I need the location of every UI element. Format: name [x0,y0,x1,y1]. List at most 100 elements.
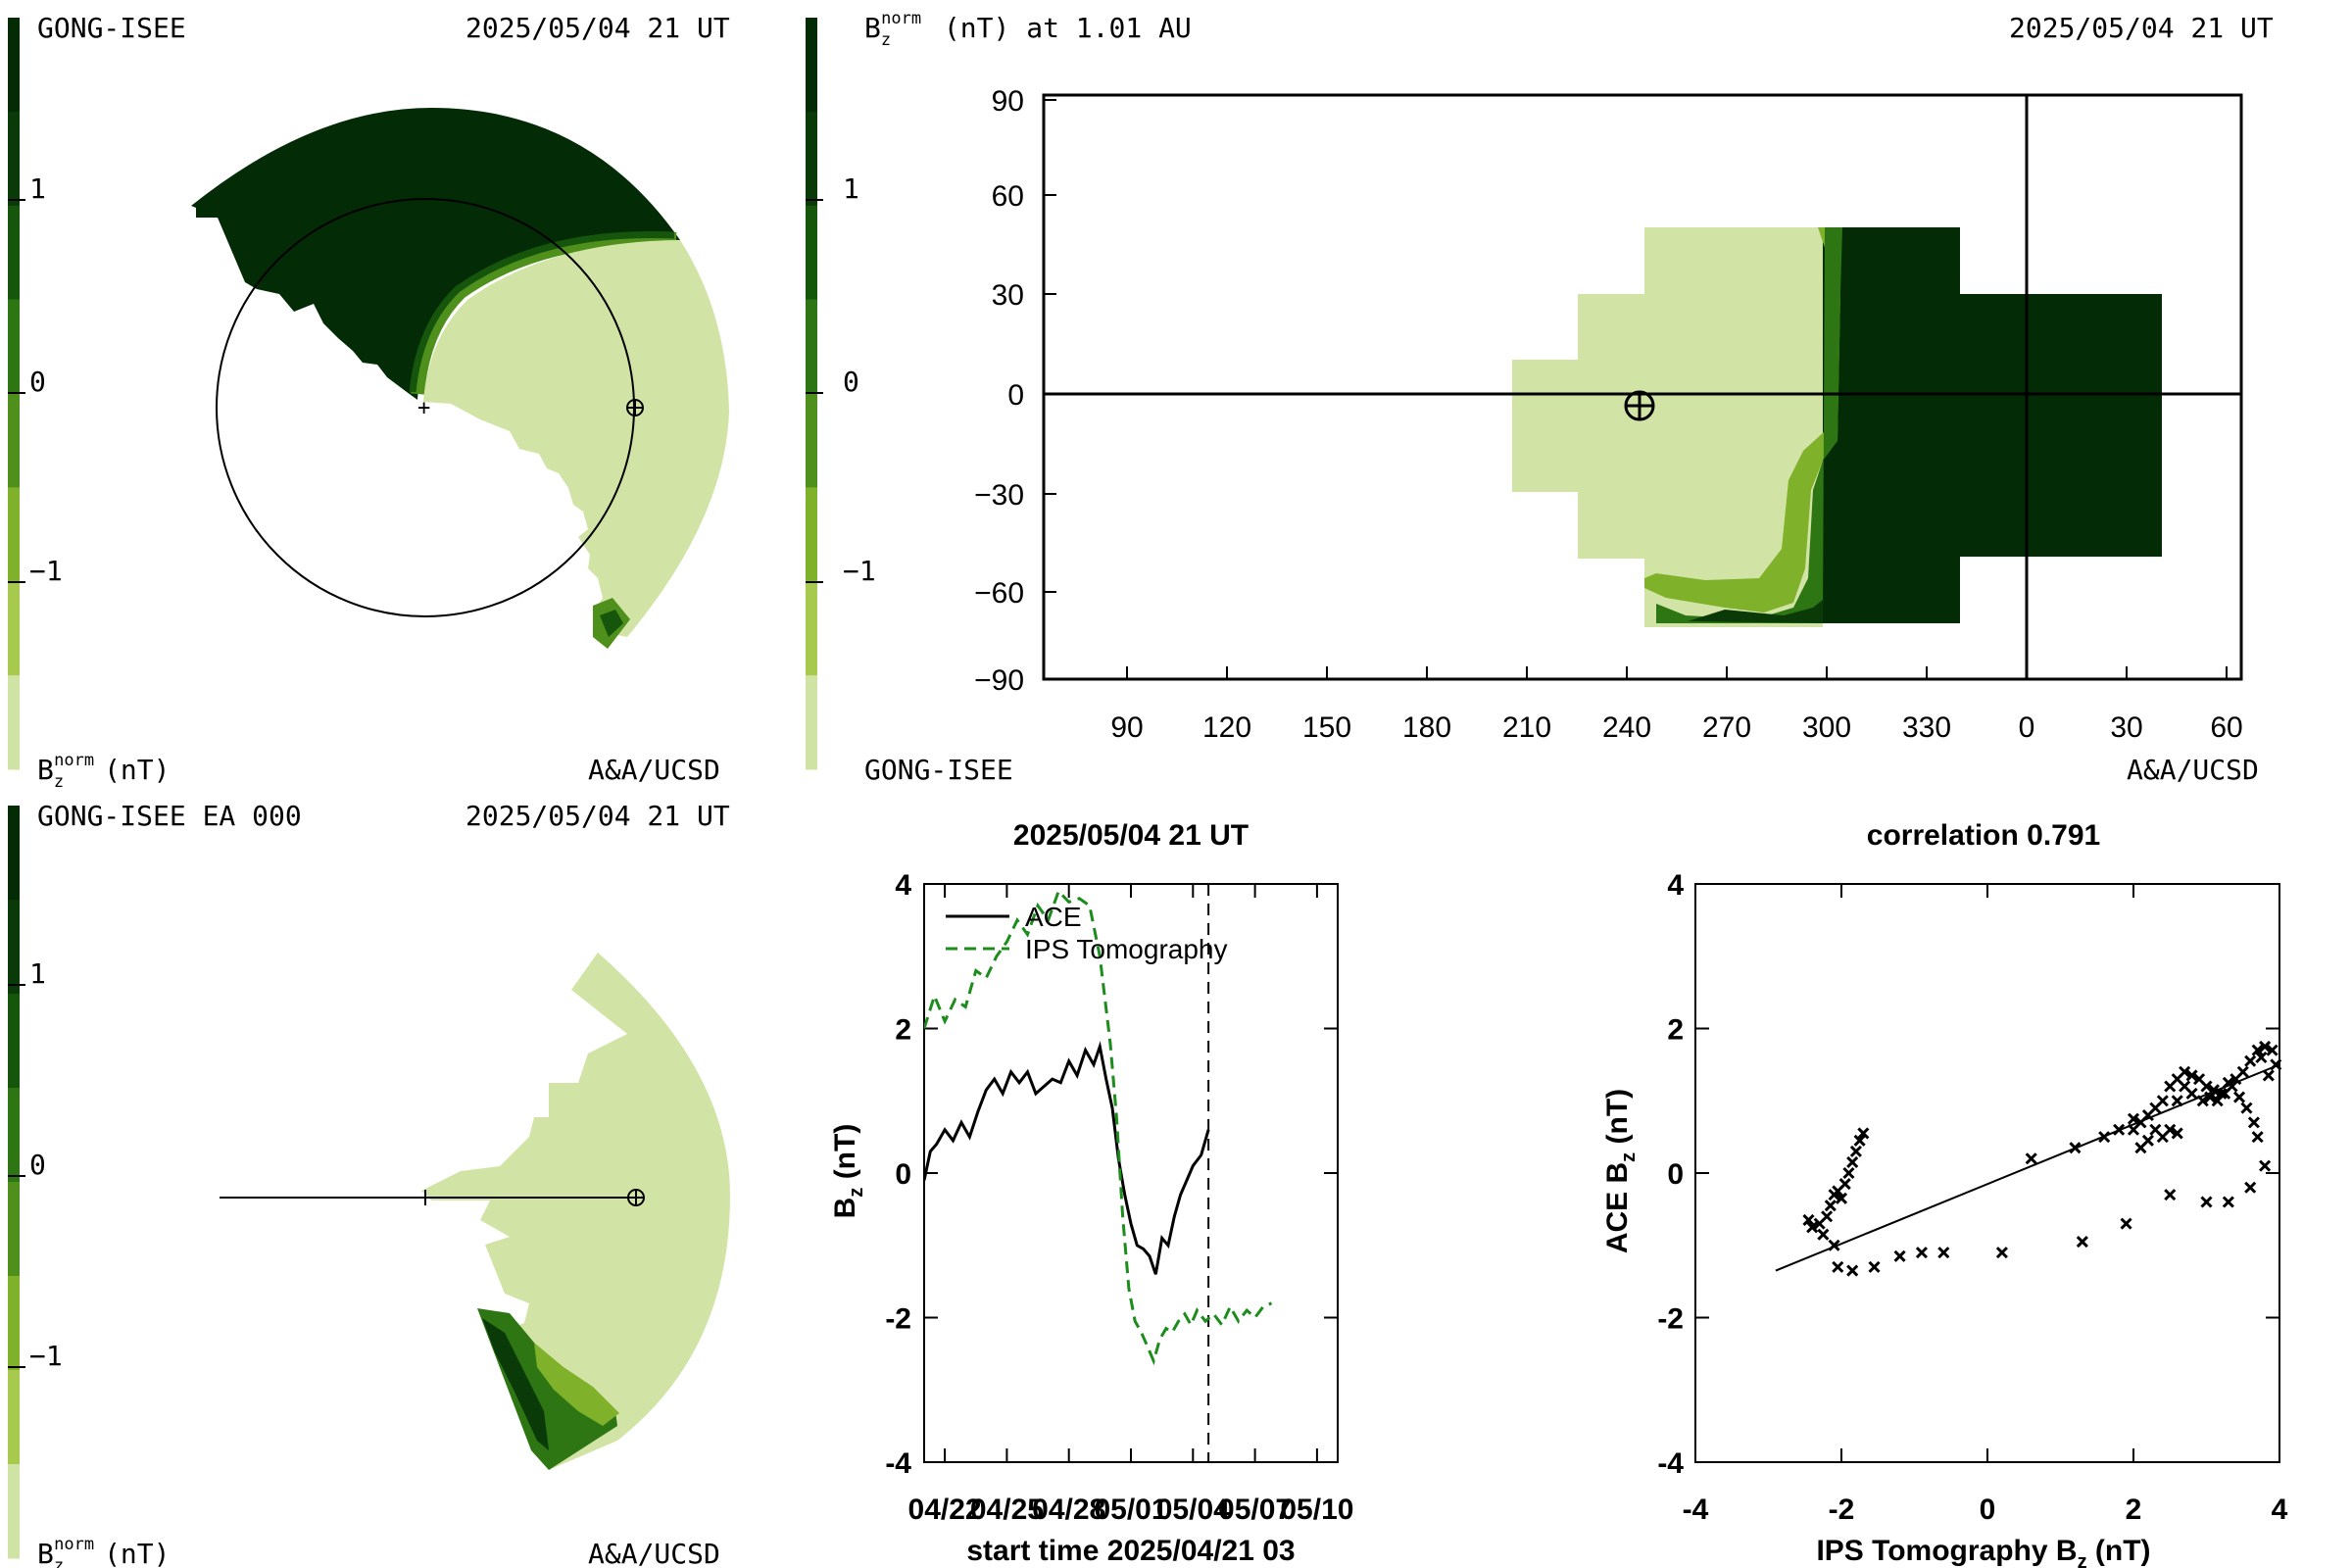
scatter-point [1915,1247,1929,1259]
map-x-tick-label: 60 [2210,711,2242,744]
credit-label: A&A/UCSD [588,754,720,786]
scatter-point [2244,1054,2257,1067]
light-region [423,240,729,637]
sc-y-tick-label: 0 [1667,1158,1684,1191]
scatter-point [2164,1123,2177,1136]
scatter-point [2025,1152,2037,1165]
colorbar-segment [8,994,20,1089]
map-y-tick-label: 0 [1007,379,1024,412]
colorbar-tick-label: 1 [843,172,859,205]
scatter-point [2251,1044,2264,1056]
synoptic-fill [1512,227,2162,627]
panel-top-right: Bznorm (nT) at 1.01 AU 2025/05/04 21 UT … [864,9,2274,786]
sc-x-tick-label: 2 [2126,1494,2142,1526]
ace-series-line [924,1041,1210,1275]
ts-y-tick-label: 2 [895,1014,911,1047]
map-x-axis: 90 120 150 180 210 240 270 300 330 0 30 60 [1110,666,2243,744]
map-x-tick-label: 240 [1602,711,1651,744]
colorbar-tick-label: 0 [29,366,46,398]
ts-y-tick-label: 4 [895,869,911,902]
panel-date: 2025/05/04 21 UT [466,12,730,44]
sc-y-tick-label: -4 [1657,1447,1684,1480]
sun-marker: + [417,396,430,420]
ts-x-tick-label: 05/01 [1094,1494,1167,1526]
panel-scatter: correlation 0.791 4 2 0 -2 -4 -4 -2 0 2 4 ACE Bz … [1601,819,2288,1568]
colorbar-tick-label: 1 [29,957,46,990]
sc-x-tick-label: -2 [1829,1494,1855,1526]
green-edge-mid [534,1343,619,1426]
scatter-point [2069,1142,2082,1154]
scatter-point [2226,1080,2238,1093]
polar-map: + [191,108,729,649]
colorbar-tick-label: 0 [29,1149,46,1181]
scatter-point [2262,1069,2275,1082]
scatter-point [2164,1189,2177,1201]
timeseries-axes: 4 2 0 -2 -4 04/2204/2504/2805/0105/0405/0705/… [885,869,1353,1526]
map-y-tick-label: 60 [992,180,1024,213]
ts-x-tick-label: 04/22 [908,1494,982,1526]
colorbar-segment [806,675,817,770]
svg-text:Bznorm(nT): Bznorm (nT) [37,751,171,792]
colorbar-segment [8,487,20,582]
legend-ips: IPS Tomography [1025,934,1228,964]
map-y-tick-label: −90 [974,664,1024,697]
panel-timeseries: 2025/05/04 21 UT 420-2-404/2204/2504/280… [829,819,1353,1567]
scatter-point [2259,1159,2272,1172]
scatter-point [2240,1102,2253,1114]
timeseries-frame [923,883,1339,1463]
scatter-point [1824,1200,1837,1212]
earth-symbol [626,399,644,416]
colorbar-segment [8,18,20,113]
map-x-tick-label: 150 [1302,711,1351,744]
sc-y-tick-label: -2 [1657,1303,1684,1336]
colorbar-segment [806,299,817,394]
legend-ace: ACE [1025,902,1082,932]
map-y-tick-label: 90 [992,85,1024,118]
fit-line [1775,1063,2280,1272]
scatter-point [2076,1236,2088,1249]
scatter-point [2255,1051,2268,1064]
colorbar-tick-label: 0 [843,366,859,398]
colorbar-segment [806,18,817,113]
colorbar-tick-label: −1 [29,1340,63,1372]
colorbar-segment [8,1276,20,1371]
ts-y-tick-label: -2 [885,1303,911,1336]
scatter-point [2200,1080,2213,1093]
scatter-point [1893,1250,1906,1262]
sc-x-tick-label: 0 [1980,1494,1996,1526]
ts-x-tick-label: 04/28 [1032,1494,1105,1526]
scatter-point [2098,1131,2111,1144]
scatter-title: correlation 0.791 [1867,819,2100,852]
colorbar-segment [8,1182,20,1277]
map-x-tick-label: 210 [1502,711,1551,744]
colorbar-segment [8,111,20,207]
scatter-point [1821,1210,1834,1223]
scatter-point [1817,1228,1830,1241]
colorbar-segment [8,393,20,488]
scatter-point [2171,1095,2183,1107]
panel-top-left: GONG-ISEE 2025/05/04 21 UT + Bznorm (nT) … [37,12,730,792]
map-x-tick-label: 270 [1702,711,1751,744]
dark-fill-patch [1688,600,1823,623]
panel-title: GONG-ISEE EA 000 [37,800,302,832]
map-title: Bznorm (nT) at 1.01 AU [864,9,1192,50]
light-area [1512,227,1823,627]
panel-date: 2025/05/04 21 UT [466,800,730,832]
scatter-point [2185,1087,2198,1100]
scatter-point [2149,1123,2162,1136]
timeseries-ylabel: Bz (nT) [829,1124,867,1219]
scatter-point [1832,1260,1844,1273]
map-x-tick-label: 30 [2110,711,2142,744]
scatter-point [1995,1247,2008,1259]
colorbar-tick-label: 1 [29,172,46,205]
timeseries-title: 2025/05/04 21 UT [1013,819,1249,852]
colorbar-segment [806,581,817,676]
scatter-point [1849,1145,1862,1157]
scatter-point [2171,1127,2183,1140]
map-credit-right: A&A/UCSD [2127,754,2259,786]
credit-label: A&A/UCSD [588,1538,720,1568]
colorbar-tick-label: −1 [29,555,63,587]
scatter-ylabel: ACE Bz (nT) [1601,1089,1640,1253]
map-x-tick-label: 300 [1802,711,1851,744]
